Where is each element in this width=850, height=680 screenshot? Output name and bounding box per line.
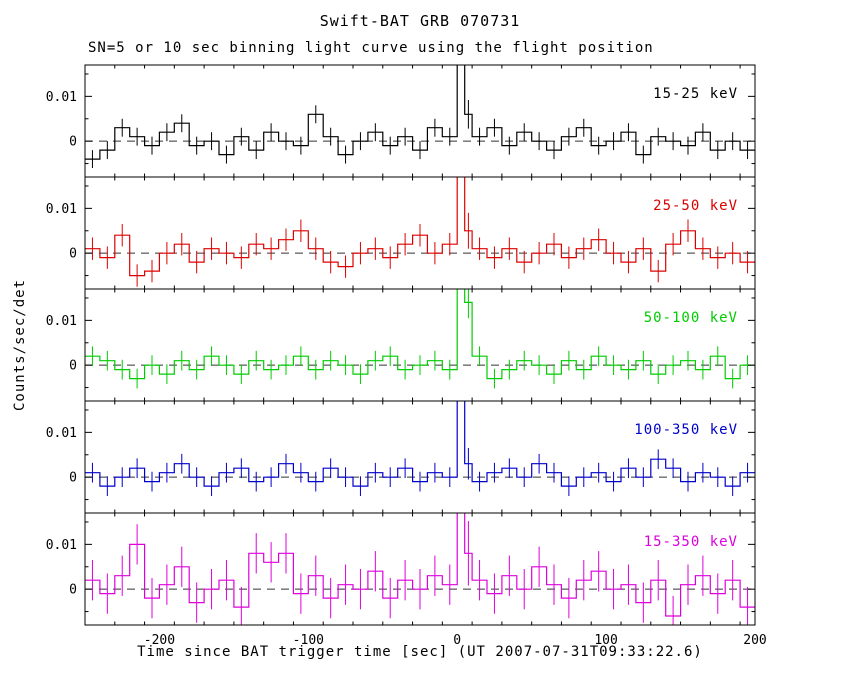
panel-50-100-keV: [85, 289, 755, 389]
y-tick-label: 0.01: [46, 202, 77, 217]
light-curve-50-100-keV: [85, 289, 755, 380]
x-axis-label: Time since BAT trigger time [sec] (UT 20…: [137, 644, 703, 660]
light-curve-15-350-keV: [85, 513, 755, 617]
light-curve-15-25-keV: [85, 65, 755, 160]
series-label-25-50-keV: 25-50 keV: [653, 198, 738, 214]
panel-15-350-keV: [85, 513, 755, 625]
light-curve-100-350-keV: [85, 401, 755, 487]
y-tick-label: 0: [69, 583, 77, 598]
x-tick-label: -200: [144, 633, 175, 648]
series-label-15-25-keV: 15-25 keV: [653, 86, 738, 102]
panel-frame: [84, 512, 756, 626]
series-label-50-100-keV: 50-100 keV: [644, 310, 738, 326]
y-tick-label: 0: [69, 359, 77, 374]
y-tick-label: 0: [69, 247, 77, 262]
y-tick-label: 0.01: [46, 538, 77, 553]
y-tick-label: 0: [69, 471, 77, 486]
panel-100-350-keV: [85, 401, 755, 496]
y-tick-label: 0.01: [46, 426, 77, 441]
series-label-100-350-keV: 100-350 keV: [634, 422, 738, 438]
figure-subtitle: SN=5 or 10 sec binning light curve using…: [88, 40, 654, 56]
panel-frame: [84, 400, 756, 514]
x-tick-label: -100: [293, 633, 324, 648]
y-tick-label: 0.01: [46, 314, 77, 329]
y-tick-label: 0: [69, 135, 77, 150]
x-tick-label: 0: [453, 633, 461, 648]
panel-frame: [84, 288, 756, 402]
x-tick-label: 100: [594, 633, 617, 648]
y-tick-label: 0.01: [46, 90, 77, 105]
series-label-15-350-keV: 15-350 keV: [644, 534, 738, 550]
panel-25-50-keV: [85, 177, 755, 287]
panel-15-25-keV: [85, 65, 755, 169]
light-curve-25-50-keV: [85, 177, 755, 277]
panel-frame: [84, 64, 756, 178]
x-tick-label: 200: [743, 633, 766, 648]
page-title: Swift-BAT GRB 070731: [319, 12, 521, 30]
